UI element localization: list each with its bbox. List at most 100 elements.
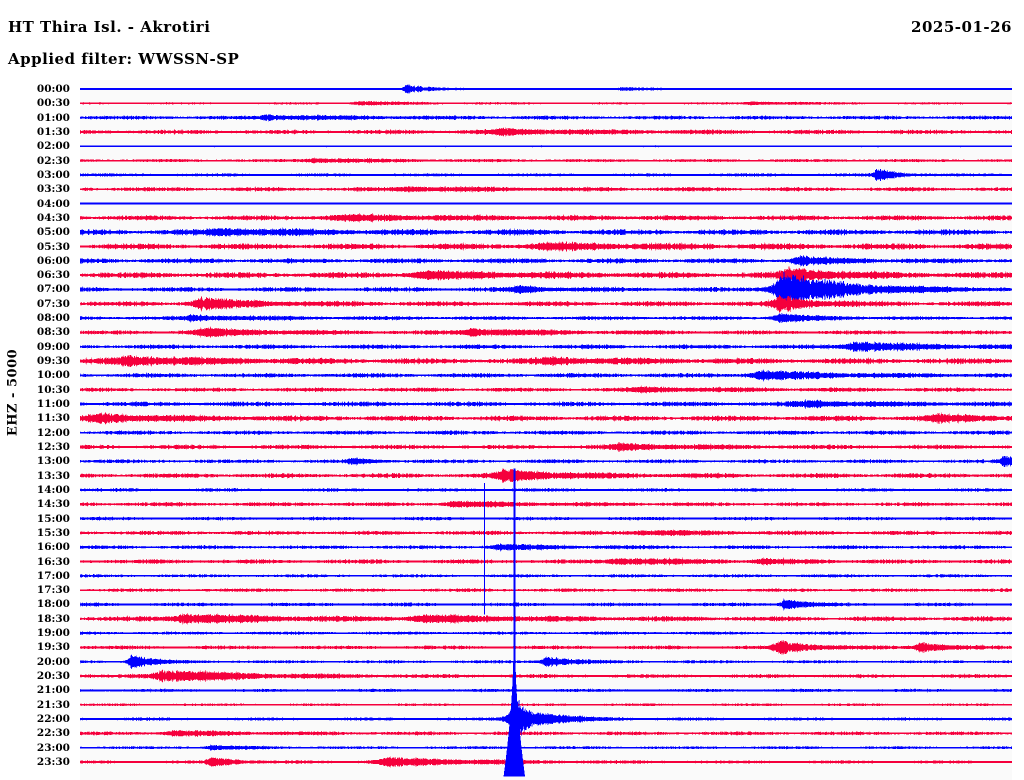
time-tick-1100: 11:00 (36, 398, 70, 411)
trace-row-1930 (80, 640, 1012, 655)
time-tick-0600: 06:00 (36, 254, 70, 267)
trace-row-1230 (80, 441, 1012, 453)
trace-row-1400 (80, 487, 1012, 493)
time-tick-0330: 03:30 (36, 183, 70, 196)
trace-row-1000 (80, 369, 1012, 382)
trace-row-1200 (80, 430, 1012, 436)
trace-row-0330 (80, 185, 1012, 193)
trace-row-1330 (80, 467, 1012, 484)
time-tick-1130: 11:30 (36, 412, 70, 425)
time-tick-2330: 23:30 (36, 756, 70, 768)
trace-row-1300 (80, 455, 1012, 467)
saturated-trace-b (513, 468, 516, 773)
trace-row-0730 (80, 294, 1012, 313)
trace-row-2300 (80, 743, 1012, 752)
trace-row-1500 (80, 516, 1012, 521)
time-tick-1830: 18:30 (36, 612, 70, 625)
time-tick-0000: 00:00 (36, 83, 70, 95)
time-tick-0930: 09:30 (36, 355, 70, 368)
helicorder-plot: 00:00 00:30 01:00 01:30 02:00 02:30 03:00 03:30… (0, 80, 1024, 780)
trace-row-1830 (80, 612, 1012, 625)
time-tick-0300: 03:00 (36, 168, 70, 181)
time-tick-0430: 04:30 (36, 211, 70, 224)
time-tick-1930: 19:30 (36, 641, 70, 654)
time-tick-1300: 13:00 (36, 455, 70, 468)
time-axis: 00:00 00:30 01:00 01:30 02:00 02:30 03:00 03:30… (0, 80, 78, 780)
time-tick-1900: 19:00 (36, 627, 70, 640)
trace-row-2030 (80, 669, 1012, 683)
time-tick-2000: 20:00 (36, 655, 70, 668)
time-tick-1400: 14:00 (36, 483, 70, 496)
trace-row-1630 (80, 557, 1012, 566)
time-tick-2100: 21:00 (36, 684, 70, 697)
time-tick-1730: 17:30 (36, 584, 70, 597)
trace-row-2000 (80, 654, 1012, 669)
time-tick-2030: 20:30 (36, 670, 70, 683)
trace-row-0800 (80, 312, 1012, 324)
trace-row-0630 (80, 266, 1012, 284)
time-tick-1530: 15:30 (36, 526, 70, 539)
time-tick-0630: 06:30 (36, 269, 70, 282)
page-title: HT Thira Isl. - Akrotiri (8, 18, 211, 36)
time-tick-2300: 23:00 (36, 741, 70, 754)
time-tick-0530: 05:30 (36, 240, 70, 253)
trace-row-2230 (80, 729, 1012, 738)
time-tick-0500: 05:00 (36, 226, 70, 239)
trace-row-1900 (80, 631, 1012, 636)
trace-row-1700 (80, 573, 1012, 578)
time-tick-0900: 09:00 (36, 340, 70, 353)
time-tick-2130: 21:30 (36, 698, 70, 711)
record-date: 2025-01-26 (911, 18, 1012, 36)
time-tick-0400: 04:00 (36, 197, 70, 210)
trace-row-0400 (80, 202, 1012, 205)
time-tick-0030: 00:30 (36, 97, 70, 110)
trace-row-1530 (80, 529, 1012, 537)
time-tick-1630: 16:30 (36, 555, 70, 568)
saturated-event-flare (503, 661, 526, 777)
trace-row-1600 (80, 543, 1012, 552)
time-tick-1330: 13:30 (36, 469, 70, 482)
trace-row-2130 (80, 703, 1012, 707)
trace-row-1730 (80, 587, 1012, 593)
trace-row-0430 (80, 212, 1012, 223)
time-tick-1700: 17:00 (36, 569, 70, 582)
time-tick-0100: 01:00 (36, 111, 70, 124)
trace-row-0700 (80, 271, 1012, 308)
trace-row-0900 (80, 341, 1012, 353)
time-tick-0230: 02:30 (36, 154, 70, 167)
trace-row-0200 (80, 145, 1012, 148)
time-tick-0700: 07:00 (36, 283, 70, 296)
time-tick-1600: 16:00 (36, 541, 70, 554)
trace-row-0830 (80, 326, 1012, 339)
time-tick-1230: 12:30 (36, 440, 70, 453)
trace-row-1100 (80, 398, 1012, 410)
time-tick-1800: 18:00 (36, 598, 70, 611)
trace-row-0530 (80, 241, 1012, 252)
trace-row-1130 (80, 411, 1012, 425)
trace-row-0930 (80, 354, 1012, 368)
time-tick-2200: 22:00 (36, 713, 70, 726)
trace-row-0100 (80, 113, 1012, 122)
trace-row-2100 (80, 688, 1012, 693)
time-tick-1000: 10:00 (36, 369, 70, 382)
time-tick-1030: 10:30 (36, 383, 70, 396)
time-tick-0200: 02:00 (36, 140, 70, 153)
trace-row-0130 (80, 127, 1012, 137)
trace-row-0000 (80, 84, 1012, 94)
trace-row-1430 (80, 500, 1012, 509)
time-tick-0830: 08:30 (36, 326, 70, 339)
trace-row-0300 (80, 168, 1012, 181)
trace-row-0230 (80, 157, 1012, 164)
trace-row-2330 (80, 756, 1012, 768)
trace-row-1030 (80, 385, 1012, 394)
trace-row-0030 (80, 100, 1012, 106)
time-tick-1430: 14:30 (36, 498, 70, 511)
time-tick-1200: 12:00 (36, 426, 70, 439)
seismic-trace-canvas (80, 80, 1012, 780)
trace-row-0600 (80, 254, 1012, 267)
trace-group (80, 84, 1012, 777)
time-tick-2230: 22:30 (36, 727, 70, 740)
time-tick-0130: 01:30 (36, 125, 70, 138)
time-tick-0730: 07:30 (36, 297, 70, 310)
